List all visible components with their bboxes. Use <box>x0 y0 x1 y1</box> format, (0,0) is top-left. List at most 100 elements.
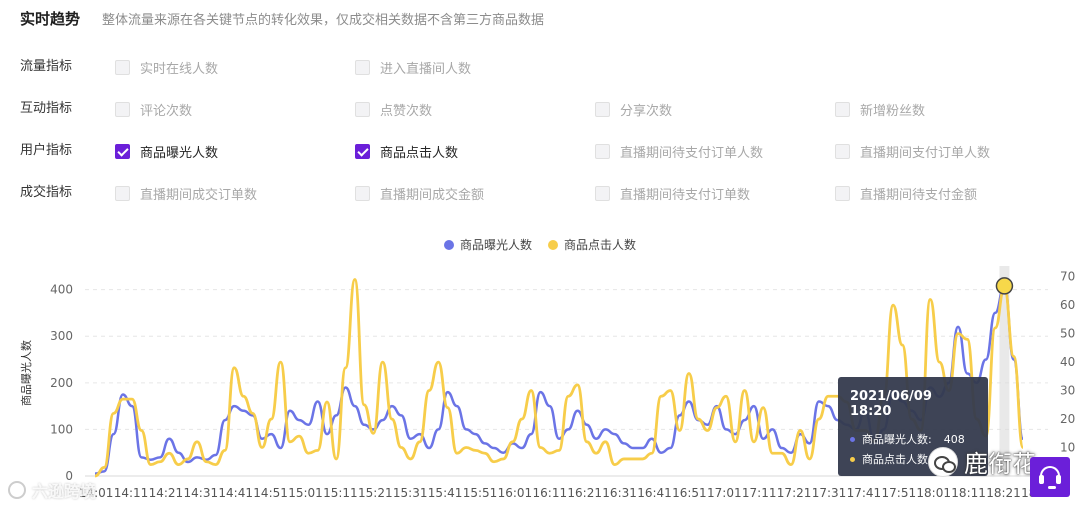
checkbox-icon[interactable] <box>595 143 610 159</box>
checkbox-checked-icon[interactable] <box>115 143 130 159</box>
checkbox-icon[interactable] <box>835 101 850 117</box>
metric-checkbox-label: 直播期间待支付金额 <box>860 187 978 203</box>
section-header: 实时趋势 整体流量来源在各关键节点的转化效果，仅成交相关数据不含第三方商品数据 <box>20 8 544 30</box>
metric-checkbox-item[interactable]: 直播期间待支付订单人数 <box>595 141 763 161</box>
metric-checkbox-label: 直播期间支付订单人数 <box>860 145 991 161</box>
metric-row: 互动指标 评论次数 点赞次数 分享次数 新增粉丝数 <box>20 99 1060 119</box>
x-tick-label: 16:21 <box>567 486 602 500</box>
x-tick-label: 17:11 <box>742 486 777 500</box>
checkbox-icon[interactable] <box>115 185 130 201</box>
metric-checkbox-item[interactable]: 新增粉丝数 <box>835 99 925 119</box>
y-right-tick-label: 60 <box>1060 298 1075 312</box>
tooltip-series-name: 商品点击人数: <box>862 453 932 466</box>
y-left-tick-label: 100 <box>50 422 73 436</box>
metric-checkbox-label: 商品曝光人数 <box>140 145 219 161</box>
section-title: 实时趋势 <box>20 10 81 28</box>
metric-row-label: 互动指标 <box>20 101 73 116</box>
metric-checkbox-item[interactable]: 点赞次数 <box>355 99 432 119</box>
metric-checkbox-item[interactable]: 进入直播间人数 <box>355 57 471 77</box>
metric-checkbox-label: 直播期间待支付订单数 <box>620 187 751 203</box>
metric-checkbox-item[interactable]: 分享次数 <box>595 99 672 119</box>
y-left-tick-label: 300 <box>50 329 73 343</box>
metric-checkbox-item[interactable]: 直播期间成交金额 <box>355 183 484 203</box>
y-right-tick-label: 20 <box>1060 412 1075 426</box>
x-tick-label: 17:31 <box>812 486 847 500</box>
metric-checkbox-label: 实时在线人数 <box>140 61 219 77</box>
series-dot-icon <box>850 456 855 462</box>
x-tick-label: 16:31 <box>602 486 637 500</box>
customer-support-button[interactable] <box>1030 457 1070 497</box>
headset-ear-left <box>1039 475 1044 484</box>
x-tick-label: 16:01 <box>498 486 533 500</box>
metric-checkbox-label: 直播期间成交金额 <box>380 187 485 203</box>
legend-dot-icon <box>548 239 558 250</box>
metric-checkbox-label: 直播期间待支付订单人数 <box>620 145 764 161</box>
x-tick-label: 14:21 <box>149 486 184 500</box>
metric-row: 用户指标 商品曝光人数 商品点击人数 直播期间待支付订单人数 直播期间支付订单人数 <box>20 141 1060 161</box>
tooltip-title: 2021/06/09 18:20 <box>850 389 932 419</box>
x-tick-label: 15:41 <box>428 486 463 500</box>
metric-row-label: 用户指标 <box>20 143 73 158</box>
x-tick-label: 14:11 <box>114 486 149 500</box>
x-tick-label: 18:11 <box>951 486 986 500</box>
checkbox-icon[interactable] <box>595 101 610 117</box>
legend-item-exposure[interactable]: 商品曝光人数 <box>443 236 532 253</box>
x-tick-label: 15:21 <box>358 486 393 500</box>
legend-item-click[interactable]: 商品点击人数 <box>548 236 636 253</box>
y-right-tick-label: 70 <box>1060 270 1075 284</box>
metric-checkbox-label: 商品点击人数 <box>380 145 459 161</box>
x-tick-label: 16:41 <box>637 486 672 500</box>
checkbox-checked-icon[interactable] <box>355 143 370 159</box>
checkbox-icon[interactable] <box>835 143 850 159</box>
x-tick-label: 17:41 <box>847 486 882 500</box>
checkbox-icon[interactable] <box>355 185 370 201</box>
x-tick-label: 17:51 <box>882 486 917 500</box>
y-left-tick-label: 0 <box>65 469 73 483</box>
watermark-right-text: 鹿衔花 <box>964 450 1036 478</box>
metric-checkbox-item[interactable]: 商品点击人数 <box>355 141 458 161</box>
y-left-tick-label: 400 <box>50 283 73 297</box>
checkbox-icon[interactable] <box>835 185 850 201</box>
y-axis-title: 商品曝光人数 <box>19 340 33 406</box>
watermark-right: 鹿衔花 <box>928 444 1036 479</box>
metric-row: 成交指标 直播期间成交订单数 直播期间成交金额 直播期间待支付订单数 直播期间待支付金额 <box>20 183 1060 203</box>
checkbox-icon[interactable] <box>115 59 130 75</box>
metric-checkbox-label: 分享次数 <box>620 103 673 119</box>
metric-row-label: 流量指标 <box>20 59 73 74</box>
x-tick-label: 16:51 <box>672 486 707 500</box>
metric-row-label: 成交指标 <box>20 185 73 200</box>
x-tick-label: 18:01 <box>916 486 951 500</box>
x-tick-label: 15:51 <box>463 486 498 500</box>
y-right-tick-label: 40 <box>1060 355 1075 369</box>
metric-checkbox-label: 点赞次数 <box>380 103 433 119</box>
tooltip-row-exposure: 商品曝光人数: 408 <box>850 429 976 449</box>
checkbox-icon[interactable] <box>595 185 610 201</box>
checkbox-icon[interactable] <box>115 101 130 117</box>
x-tick-label: 15:31 <box>393 486 428 500</box>
chart-legend: 商品曝光人数 商品点击人数 <box>0 236 1080 253</box>
x-tick-label: 18:21 <box>986 486 1021 500</box>
metric-checkbox-item[interactable]: 评论次数 <box>115 99 192 119</box>
watermark-left: 六逊跨境 <box>8 478 96 502</box>
checkbox-icon[interactable] <box>355 101 370 117</box>
metric-checkbox-label: 进入直播间人数 <box>380 61 472 77</box>
metric-checkbox-item[interactable]: 直播期间成交订单数 <box>115 183 257 203</box>
x-tick-label: 14:31 <box>184 486 219 500</box>
headset-ear-right <box>1056 475 1061 484</box>
y-right-tick-label: 10 <box>1060 441 1075 455</box>
watermark-left-text: 六逊跨境 <box>32 482 97 501</box>
x-tick-label: 14:01 <box>79 486 114 500</box>
metric-checkbox-item[interactable]: 商品曝光人数 <box>115 141 218 161</box>
metric-checkbox-item[interactable]: 直播期间支付订单人数 <box>835 141 990 161</box>
y-right-tick-label: 30 <box>1060 384 1075 398</box>
section-description: 整体流量来源在各关键节点的转化效果，仅成交相关数据不含第三方商品数据 <box>102 13 545 28</box>
x-tick-label: 15:11 <box>323 486 358 500</box>
checkbox-icon[interactable] <box>355 59 370 75</box>
x-tick-label: 14:51 <box>253 486 288 500</box>
metric-checkbox-item[interactable]: 实时在线人数 <box>115 57 218 77</box>
metric-checkbox-item[interactable]: 直播期间待支付金额 <box>835 183 977 203</box>
y-right-tick-label: 50 <box>1060 327 1075 341</box>
wechat-icon <box>928 446 958 477</box>
metric-checkbox-item[interactable]: 直播期间待支付订单数 <box>595 183 750 203</box>
